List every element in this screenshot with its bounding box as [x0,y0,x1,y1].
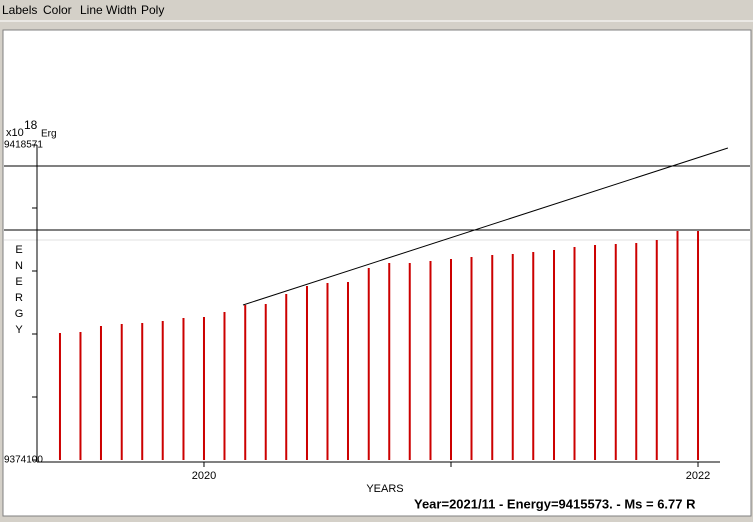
menu-item[interactable]: Color [43,3,72,17]
unit-base: x10 [6,127,24,139]
trend-line [242,147,729,306]
menu-item[interactable]: Labels [2,3,38,17]
menu-bar: Labels Color Line Width Poly [0,0,753,20]
y-tick-label: 9418571 [4,140,43,151]
unit-name: Erg [41,129,57,140]
plot-canvas [2,29,752,517]
x-tick-label: 2020 [192,470,216,482]
status-text: Year=2021/11 - Energy=9415573. - Ms = 6.… [414,496,696,511]
y-tick-label: 9374100 [4,455,43,466]
y-axis-label: ENERGY [13,244,25,340]
x-axis-label: YEARS [366,483,403,495]
x-tick-label: 2022 [686,470,710,482]
menu-item[interactable]: Line Width [80,3,137,17]
menu-item[interactable]: Poly [141,3,165,17]
unit-exponent: 18 [24,118,38,132]
